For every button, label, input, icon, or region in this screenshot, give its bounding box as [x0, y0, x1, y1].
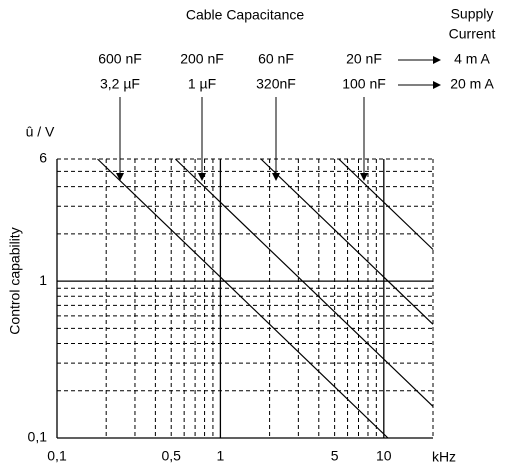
- series-label: 320nF: [256, 76, 296, 92]
- supply-current: 20 m A: [450, 76, 494, 92]
- series-label: 600 nF: [98, 51, 142, 67]
- y-axis-unit: û / V: [26, 124, 55, 140]
- y-tick-label: 0,1: [28, 429, 48, 445]
- supply-current: 4 m A: [454, 51, 490, 67]
- x-tick-label: 10: [376, 448, 392, 464]
- x-axis-label: kHz: [432, 449, 456, 465]
- line: [97, 158, 389, 439]
- x-tick-label: 0,5: [161, 448, 181, 464]
- line: [260, 158, 434, 325]
- line: [338, 158, 434, 250]
- x-tick-label: 0,1: [47, 448, 67, 464]
- y-tick-label: 1: [39, 272, 47, 288]
- series-label: 3,2 µF: [100, 76, 140, 92]
- series-label: 60 nF: [258, 51, 294, 67]
- series-label: 20 nF: [346, 51, 382, 67]
- series-label: 200 nF: [180, 51, 224, 67]
- x-tick-label: 5: [331, 448, 339, 464]
- y-tick-label: 6: [39, 150, 47, 166]
- series-label: 1 µF: [188, 76, 216, 92]
- chart-title: Cable Capacitance: [186, 7, 305, 23]
- x-tick-label: 1: [217, 448, 225, 464]
- series-label: 100 nF: [342, 76, 386, 92]
- line: [174, 158, 434, 407]
- subtitle: Current: [449, 26, 496, 42]
- subtitle: Supply: [451, 6, 494, 22]
- y-axis-label: Control capability: [7, 227, 23, 334]
